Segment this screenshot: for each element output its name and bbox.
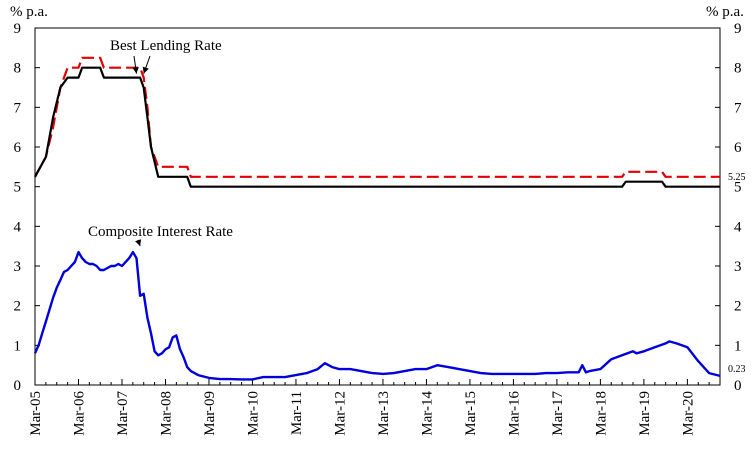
right-y-tick-label: 3 [734, 259, 742, 275]
best-lending-rate-arrow-2-head [142, 66, 149, 74]
best-lending-rate-annotation-label: Best Lending Rate [110, 38, 222, 54]
x-tick-label: Mar-06 [71, 391, 87, 436]
right-y-tick-label: 7 [734, 100, 742, 116]
right-y-tick-label: 6 [734, 140, 742, 156]
left-y-tick-label: 2 [14, 299, 22, 315]
left-y-tick-label: 1 [14, 338, 22, 354]
left-y-tick-label: 4 [14, 219, 22, 235]
x-tick-label: Mar-11 [289, 391, 305, 435]
left-y-tick-label: 6 [14, 140, 22, 156]
right-y-tick-label: 9 [734, 21, 742, 37]
best-lending-rate-lower-line [34, 66, 720, 188]
left-y-tick-label: 8 [14, 61, 22, 77]
left-y-tick-label: 5 [14, 180, 22, 196]
x-tick-label: Mar-10 [245, 391, 261, 436]
x-tick-label: Mar-20 [680, 391, 696, 436]
series-group [33, 56, 721, 381]
right-y-tick-label: 8 [734, 61, 742, 77]
x-tick-label: Mar-13 [376, 391, 392, 436]
left-y-tick-label: 3 [14, 259, 22, 275]
left-y-tick-label: 0 [14, 378, 22, 394]
right-y-tick-label: 1 [734, 338, 742, 354]
right-axis-unit-label: % p.a. [706, 4, 744, 20]
right-y-tick-label: 0 [734, 378, 742, 394]
best-lending-rate-arrow-1-head [132, 67, 139, 74]
right-y-tick-label: 2 [734, 299, 742, 315]
composite-interest-rate-end-value: 0.23 [728, 364, 746, 375]
x-tick-label: Mar-19 [637, 391, 653, 436]
x-tick-label: Mar-16 [506, 391, 522, 436]
composite-interest-rate-arrow-head [135, 239, 142, 247]
composite-interest-rate-line [33, 250, 721, 381]
plot-border [34, 27, 721, 386]
left-y-tick-label: 7 [14, 100, 22, 116]
x-tick-label: Mar-15 [463, 391, 479, 436]
left-axis-unit-label: % p.a. [10, 4, 48, 20]
best-lending-rate-end-value: 5.25 [728, 172, 746, 183]
x-tick-label: Mar-17 [550, 391, 566, 436]
right-y-ticks: 0 1 2 3 4 5 6 7 8 9 [715, 21, 742, 394]
composite-interest-rate-annotation-label: Composite Interest Rate [88, 224, 233, 240]
x-tick-label: Mar-05 [28, 391, 44, 436]
x-tick-label: Mar-07 [115, 391, 131, 436]
right-y-tick-label: 5 [734, 180, 742, 196]
annotation-group [132, 55, 151, 247]
x-tick-label: Mar-14 [419, 391, 435, 436]
plot-frame [34, 27, 721, 386]
x-ticks: Mar-05 Mar-06 Mar-07 Mar-08 Mar-09 Mar-10 Mar-… [28, 379, 721, 436]
x-tick-label: Mar-12 [332, 391, 348, 436]
x-tick-label: Mar-09 [202, 391, 218, 436]
x-tick-label: Mar-18 [593, 391, 609, 436]
left-y-ticks: 0 1 2 3 4 5 6 7 8 9 [14, 21, 40, 394]
x-tick-label: Mar-08 [158, 391, 174, 436]
right-y-tick-label: 4 [734, 219, 742, 235]
left-y-tick-label: 9 [14, 21, 22, 37]
best-lending-rate-upper-line [34, 56, 720, 178]
